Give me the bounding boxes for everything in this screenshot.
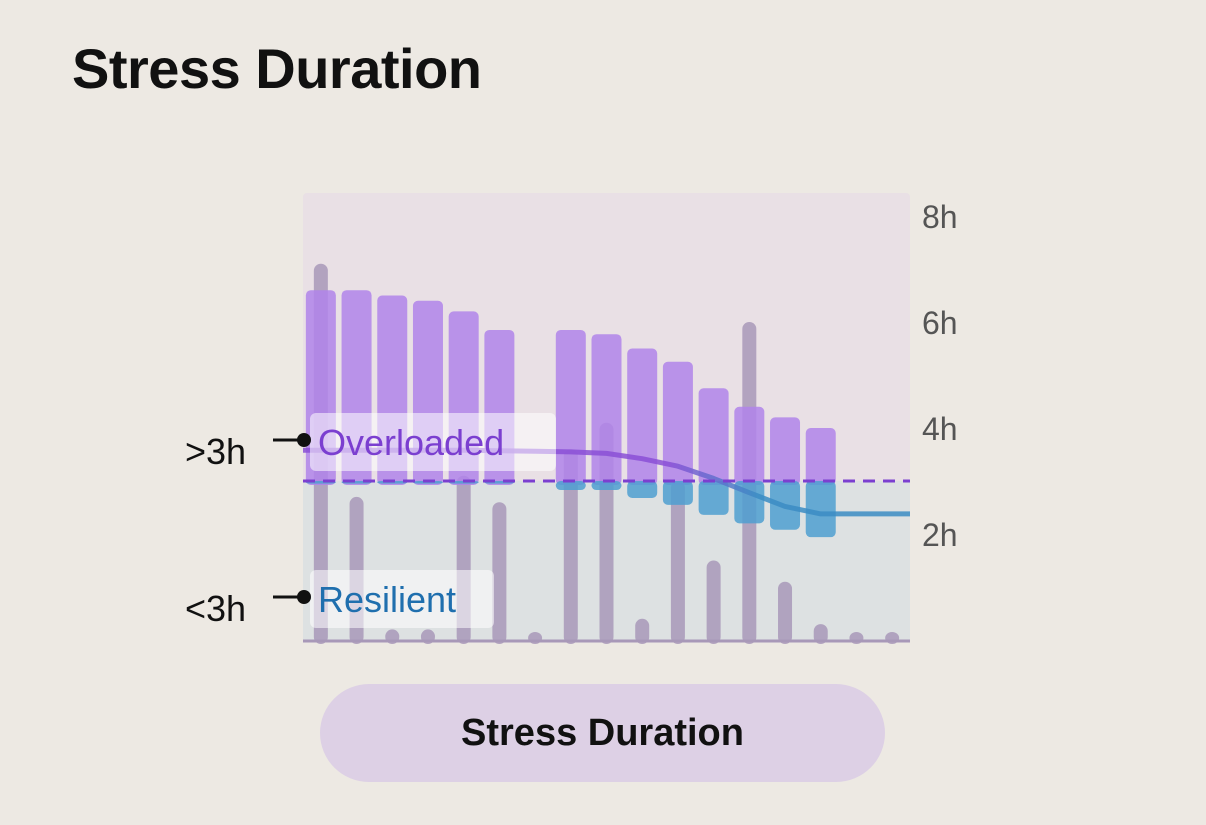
daily-stress-bar — [670, 481, 685, 644]
y-tick-label: 6h — [922, 305, 958, 341]
zone-marker-label: >3h — [185, 431, 246, 472]
resilient-range-bar — [555, 481, 586, 491]
zone-label-box — [310, 570, 494, 628]
daily-stress-bar — [778, 581, 793, 644]
page-title: Stress Duration — [72, 37, 482, 100]
zone-label-box — [310, 413, 556, 471]
resilient-range-bar — [698, 481, 729, 515]
resilient-range-bar — [662, 481, 693, 505]
overloaded-range-bar — [770, 417, 801, 485]
daily-stress-bar — [492, 502, 507, 644]
stress-duration-button[interactable]: Stress Duration — [320, 684, 885, 782]
overloaded-range-bar — [591, 334, 622, 485]
zone-marker-label: <3h — [185, 588, 246, 629]
overloaded-range-bar — [734, 406, 765, 485]
zone-connector-dot — [297, 433, 311, 447]
y-tick-label: 4h — [922, 411, 958, 447]
daily-stress-bar — [706, 560, 721, 644]
resilient-range-bar — [805, 481, 836, 538]
overloaded-range-bar — [805, 428, 836, 485]
daily-stress-bar — [563, 449, 578, 644]
stress-duration-button-label: Stress Duration — [461, 711, 744, 754]
overloaded-range-bar — [627, 348, 658, 485]
daily-stress-bar — [635, 618, 650, 644]
y-tick-label: 2h — [922, 517, 958, 553]
resilient-range-bar — [627, 481, 658, 498]
daily-stress-bar — [813, 624, 828, 644]
y-tick-label: 8h — [922, 199, 958, 235]
zone-label-overloaded: Overloaded — [318, 422, 504, 463]
overloaded-range-bar — [698, 388, 729, 485]
overloaded-range-bar — [662, 361, 693, 485]
resilient-range-bar — [591, 481, 622, 491]
overloaded-range-bar — [555, 329, 586, 485]
zone-label-resilient: Resilient — [318, 579, 456, 620]
zone-connector-dot — [297, 590, 311, 604]
